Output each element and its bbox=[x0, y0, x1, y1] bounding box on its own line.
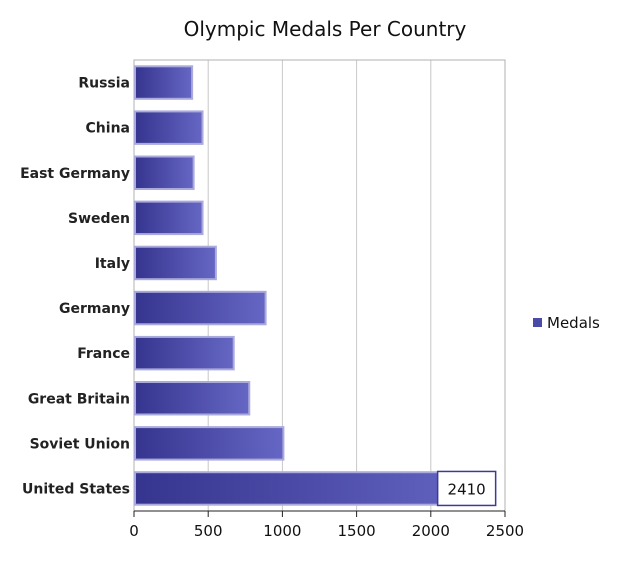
legend: Medals bbox=[533, 314, 600, 332]
data-label: 2410 bbox=[448, 480, 486, 498]
x-tick-label: 0 bbox=[129, 522, 139, 540]
x-tick-label: 1000 bbox=[263, 522, 301, 540]
category-label: Italy bbox=[95, 256, 130, 272]
bar bbox=[134, 65, 194, 100]
bar bbox=[134, 200, 204, 236]
category-label: China bbox=[86, 121, 130, 137]
category-label: France bbox=[77, 346, 130, 362]
bar bbox=[134, 245, 217, 281]
bar bbox=[134, 110, 204, 145]
category-label: Sweden bbox=[68, 211, 130, 227]
bar bbox=[134, 335, 235, 371]
category-label: Great Britain bbox=[28, 391, 130, 407]
bar bbox=[134, 290, 267, 326]
category-label: United States bbox=[22, 481, 130, 497]
bar bbox=[134, 471, 494, 506]
data-label-box bbox=[436, 470, 497, 507]
chart-title: Olympic Medals Per Country bbox=[184, 17, 467, 41]
plot-area: Russia China East Germany Sweden Italy German… bbox=[20, 59, 524, 540]
x-tick-label: 2500 bbox=[486, 522, 524, 540]
legend-label: Medals bbox=[547, 314, 600, 332]
category-label: Russia bbox=[78, 76, 130, 92]
category-label: East Germany bbox=[20, 166, 130, 182]
x-tick-label: 1500 bbox=[338, 522, 376, 540]
bar bbox=[134, 426, 285, 461]
bar bbox=[134, 381, 251, 416]
category-label: Soviet Union bbox=[30, 436, 130, 452]
category-label: Germany bbox=[59, 301, 130, 317]
legend-swatch bbox=[533, 318, 542, 327]
x-tick-label: 500 bbox=[194, 522, 223, 540]
bar bbox=[134, 155, 195, 190]
x-tick-label: 2000 bbox=[412, 522, 450, 540]
